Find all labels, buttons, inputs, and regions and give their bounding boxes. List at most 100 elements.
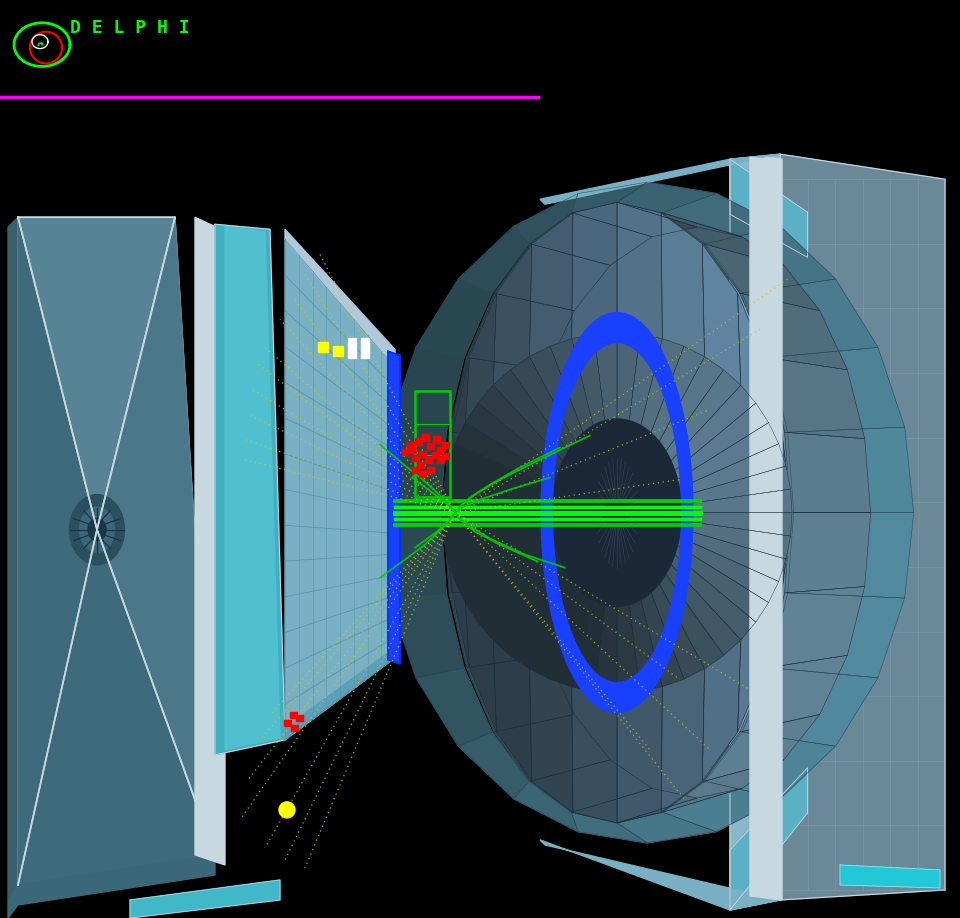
Polygon shape [448,443,566,499]
Polygon shape [571,183,647,213]
Polygon shape [638,346,705,469]
Polygon shape [644,553,724,668]
Polygon shape [750,157,768,898]
Polygon shape [781,512,792,593]
Polygon shape [704,244,820,310]
Bar [318,342,328,353]
Text: 0: 0 [574,66,581,76]
Polygon shape [617,202,742,237]
Polygon shape [18,218,97,885]
Polygon shape [225,226,280,750]
Polygon shape [784,512,871,593]
Polygon shape [704,714,820,781]
Bar [407,442,414,447]
Text: ST: ST [748,7,761,17]
Polygon shape [18,218,175,530]
Polygon shape [660,538,769,622]
Polygon shape [493,370,584,477]
Polygon shape [742,279,878,357]
Text: 0: 0 [786,66,793,76]
Polygon shape [740,293,848,370]
Polygon shape [730,159,807,257]
Polygon shape [530,346,596,469]
Bar [427,442,434,449]
Polygon shape [466,403,573,487]
Polygon shape [459,732,529,799]
Polygon shape [97,218,215,855]
Bar [433,436,440,442]
Text: Tan+DST: Tan+DST [390,81,443,94]
Polygon shape [444,432,529,512]
Polygon shape [540,840,780,910]
Text: Deact: Deact [527,66,561,76]
Text: TE: TE [612,7,625,17]
Polygon shape [511,357,589,473]
Bar [361,339,369,358]
Polygon shape [455,422,569,493]
Ellipse shape [80,507,114,552]
Polygon shape [18,218,215,885]
Polygon shape [617,812,716,843]
Polygon shape [765,357,786,466]
Polygon shape [448,357,469,466]
Text: DAS:: DAS: [72,61,102,74]
Polygon shape [455,532,569,602]
Bar [437,456,444,463]
Text: 28-Jun-2024: 28-Jun-2024 [360,61,443,74]
Bar [442,442,449,447]
Text: 40: 40 [676,27,689,37]
Text: PA: PA [783,7,797,17]
Polygon shape [787,427,914,512]
Polygon shape [784,432,871,512]
Polygon shape [380,512,446,598]
Polygon shape [742,667,878,746]
Text: Run: 109522: Run: 109522 [210,21,302,35]
Polygon shape [617,687,662,823]
Bar [442,453,449,458]
Polygon shape [780,154,945,900]
Bar [412,454,419,461]
Polygon shape [740,655,848,732]
Polygon shape [444,519,564,559]
Polygon shape [285,240,395,740]
Bar [402,449,409,454]
Polygon shape [670,466,790,506]
Polygon shape [656,543,756,640]
Bar [419,471,426,476]
Polygon shape [840,865,940,888]
Polygon shape [662,194,780,244]
Polygon shape [617,789,742,823]
Text: 278: 278 [608,27,628,37]
Bar [412,466,419,473]
Polygon shape [572,202,697,237]
Polygon shape [770,347,904,432]
Polygon shape [765,559,786,667]
Polygon shape [668,525,786,581]
Polygon shape [765,157,782,900]
Polygon shape [466,538,573,622]
Polygon shape [572,334,610,465]
Polygon shape [494,244,611,310]
Text: D E L P H I: D E L P H I [70,18,190,37]
Polygon shape [449,357,546,439]
Polygon shape [672,512,792,536]
Text: 0: 0 [719,66,726,76]
Bar [284,720,291,726]
Polygon shape [550,559,603,687]
Polygon shape [703,640,741,781]
Text: 0: 0 [647,27,654,37]
Bar [427,466,434,473]
Text: 0: 0 [719,27,726,37]
Polygon shape [737,293,769,422]
Polygon shape [494,714,611,781]
Text: 4-May-2000: 4-May-2000 [120,61,195,74]
Bar [409,446,416,453]
Polygon shape [632,339,684,466]
Polygon shape [624,334,662,465]
Polygon shape [478,386,578,482]
Text: Beam:: Beam: [72,41,109,54]
Polygon shape [617,332,640,463]
Text: TD: TD [570,7,584,17]
Polygon shape [467,293,574,370]
Polygon shape [571,812,647,843]
